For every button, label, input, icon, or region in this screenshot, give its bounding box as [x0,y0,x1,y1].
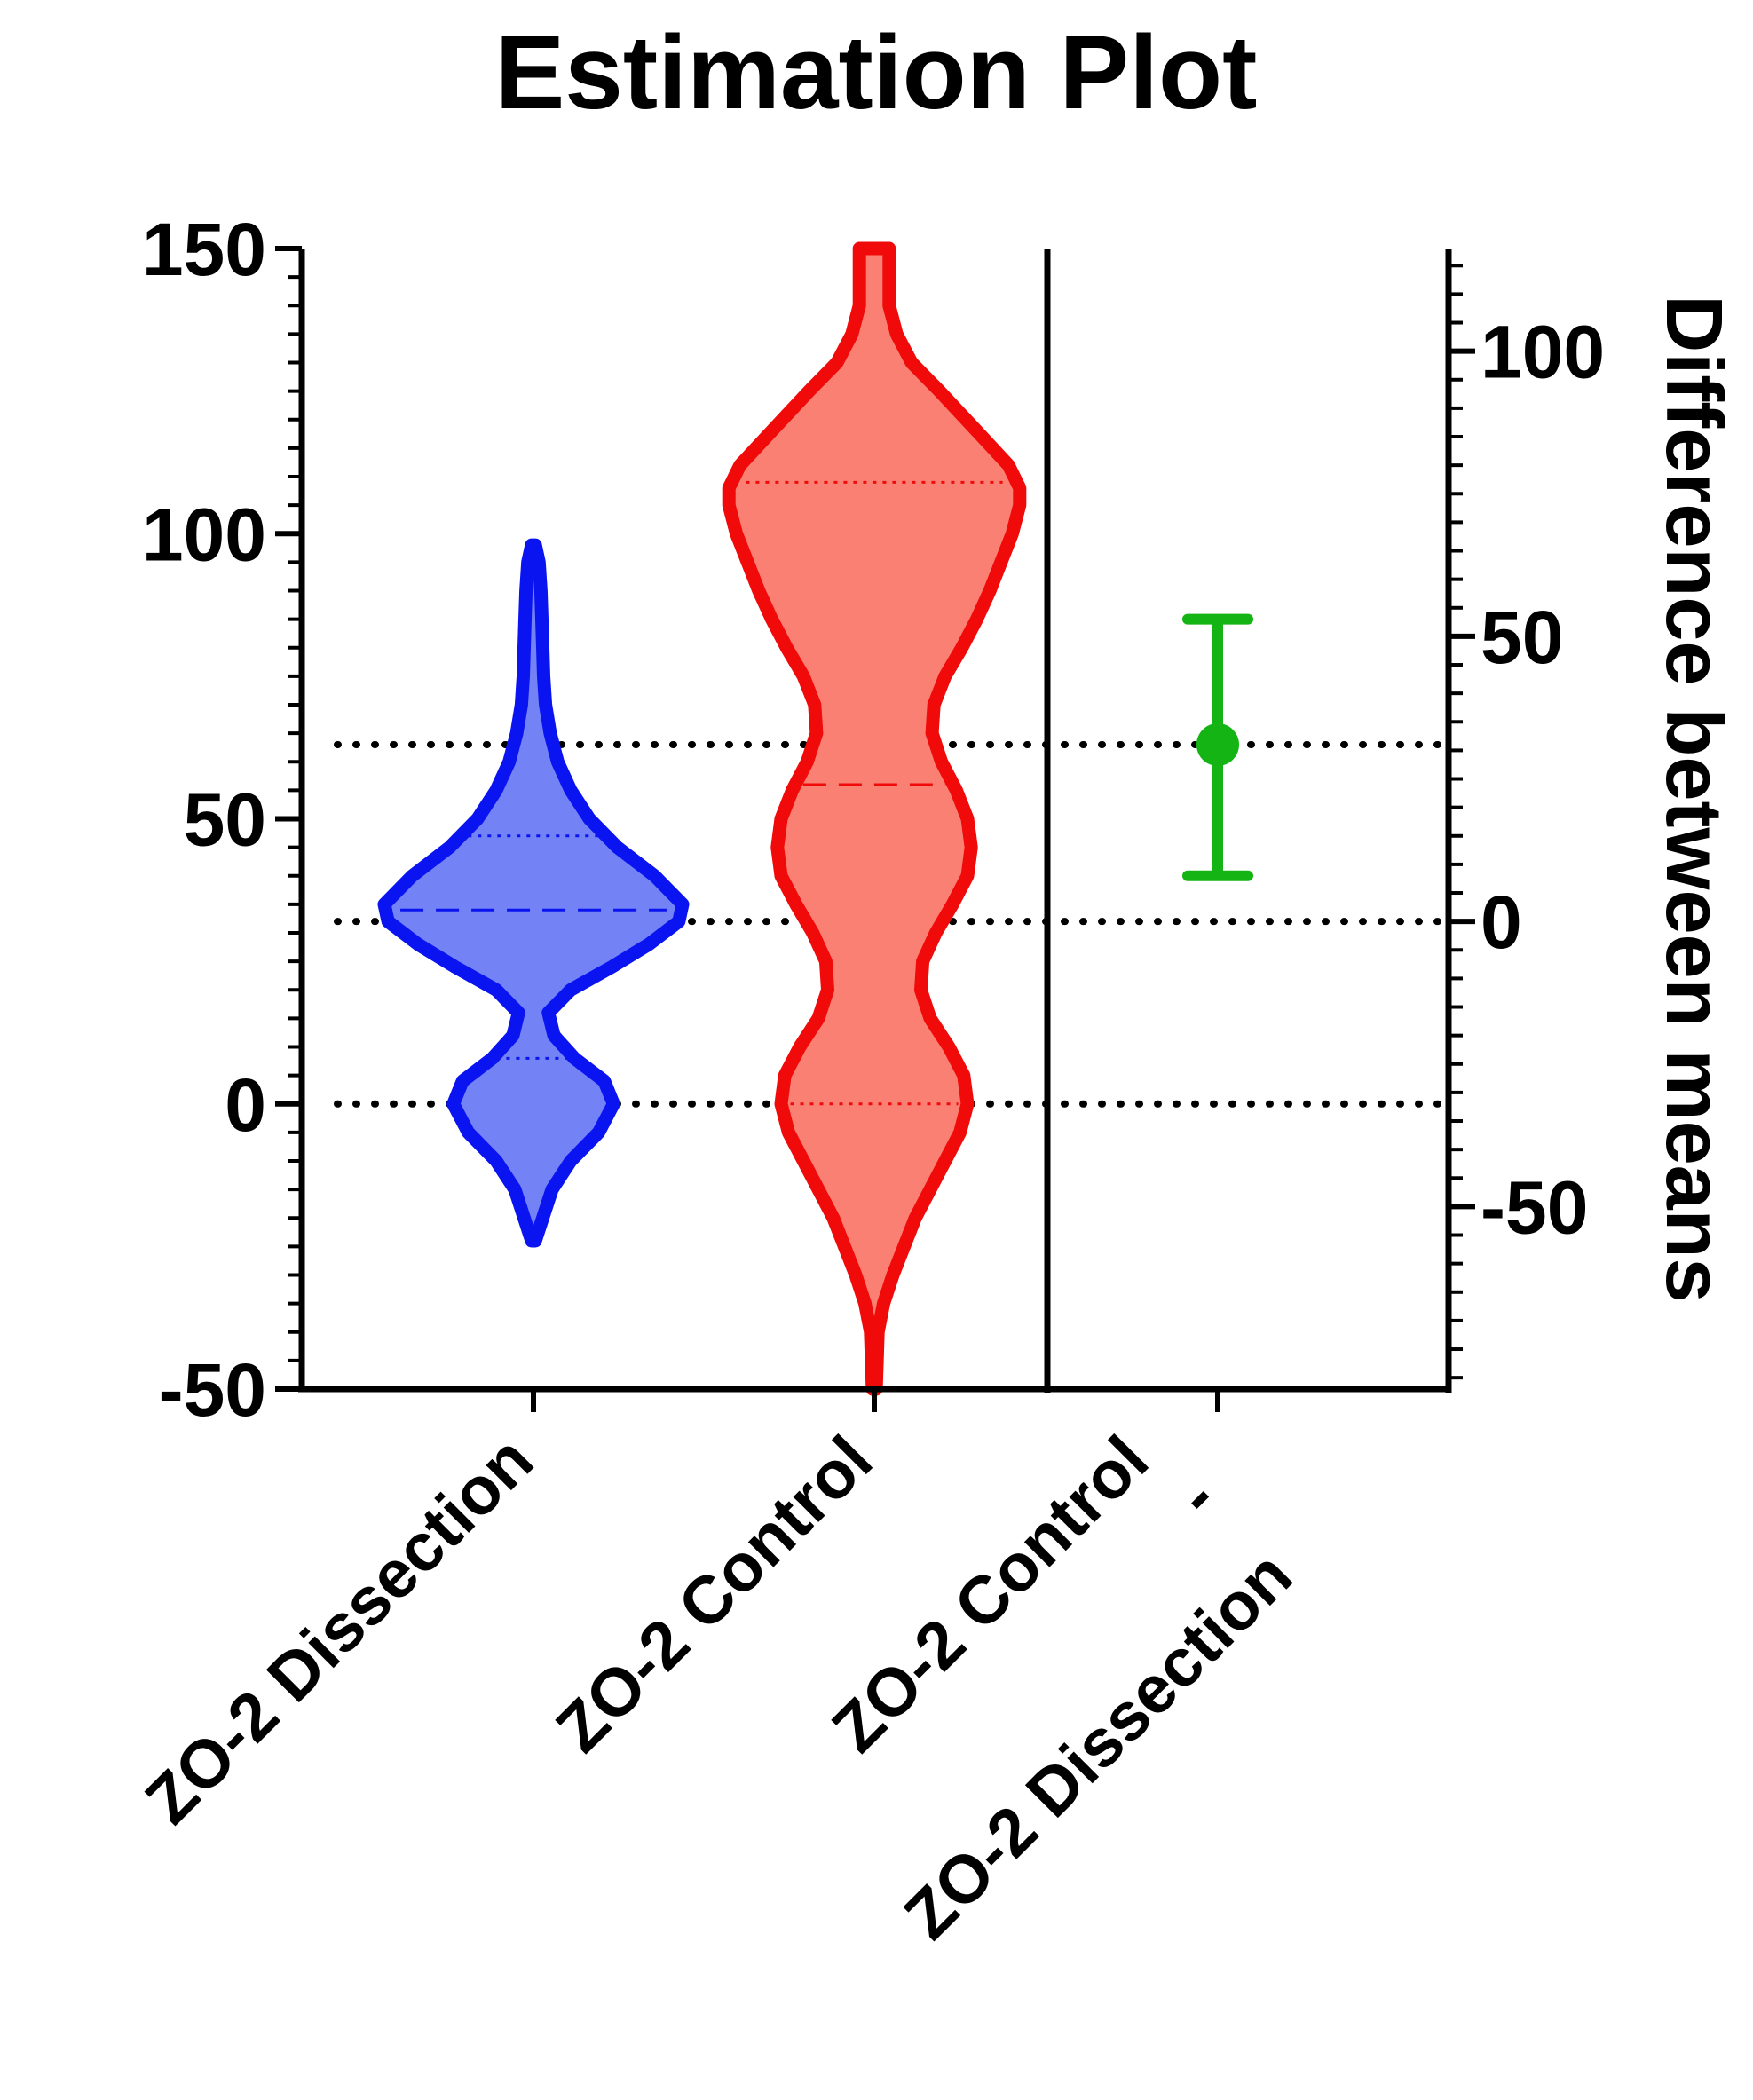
right-axis-title: Difference between means [1649,295,1738,1302]
right-tick-label: 50 [1481,596,1563,679]
chart-title: Estimation Plot [495,14,1258,131]
category-label-3-line-2: - [1162,1462,1231,1531]
violin-1 [377,538,690,1248]
right-tick-label: 100 [1481,311,1605,394]
violin-2 [722,241,1027,1396]
violins [377,241,1027,1396]
mean-difference-point [1196,722,1239,766]
right-tick-label: 0 [1481,880,1522,964]
axes [275,246,1475,1412]
right-tick-label: -50 [1481,1165,1588,1249]
left-tick-label: -50 [159,1348,266,1432]
left-tick-label: 0 [225,1063,266,1147]
difference-estimate [1182,613,1253,881]
left-tick-label: 50 [184,778,266,862]
category-label-1: ZO-2 Dissection [131,1422,548,1838]
left-tick-label: 100 [142,493,266,576]
left-tick-label: 150 [142,208,266,291]
tick-labels: -50 0 50 100 150 -50 0 50 100 [142,208,1605,1432]
